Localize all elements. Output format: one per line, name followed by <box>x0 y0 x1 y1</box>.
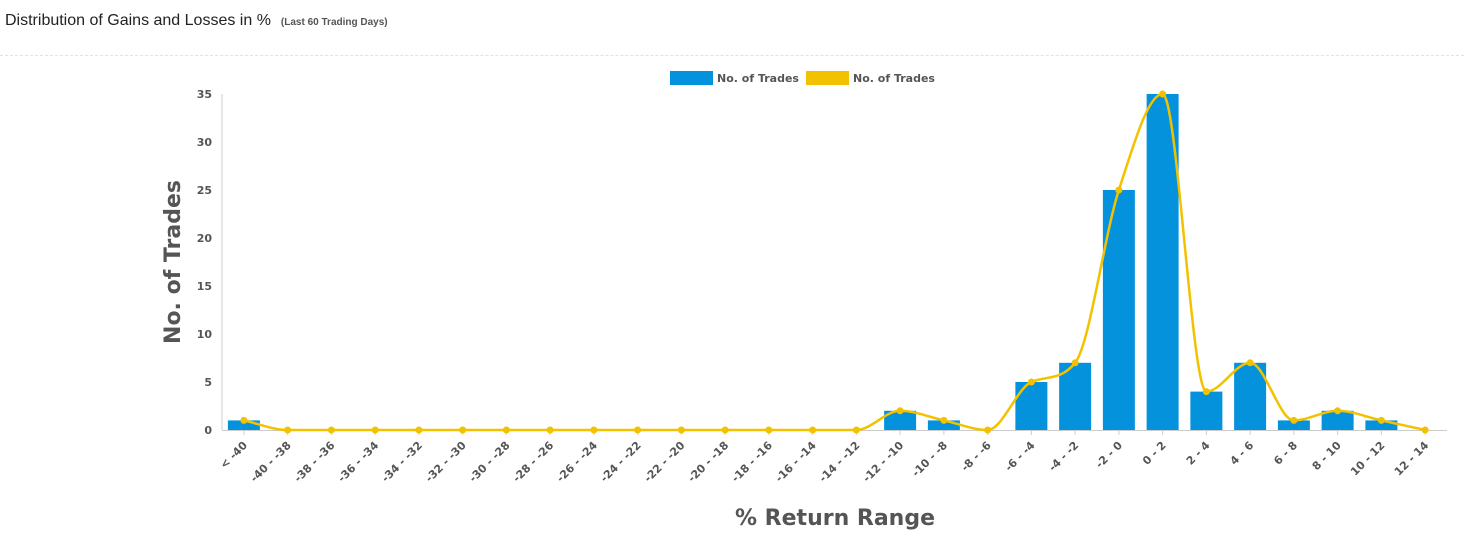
bar[interactable] <box>227 420 260 430</box>
line-series[interactable] <box>240 90 1429 434</box>
line-point[interactable] <box>852 426 860 434</box>
bar-series[interactable] <box>227 94 1398 430</box>
y-tick-label: 30 <box>197 136 213 149</box>
bar[interactable] <box>1234 362 1267 430</box>
x-tick-label: -16 - -14 <box>773 439 819 485</box>
x-tick-label: -12 - -10 <box>860 439 906 485</box>
bar[interactable] <box>927 420 960 430</box>
line-point[interactable] <box>721 426 729 434</box>
bar[interactable] <box>1059 362 1092 430</box>
legend-item[interactable]: No. of Trades <box>670 71 799 85</box>
line-point[interactable] <box>634 426 642 434</box>
line-point[interactable] <box>677 426 685 434</box>
line-point[interactable] <box>240 416 248 424</box>
x-tick-label: -14 - -12 <box>817 439 863 485</box>
y-tick-label: 20 <box>197 232 213 245</box>
line-point[interactable] <box>1159 90 1167 98</box>
legend-label: No. of Trades <box>717 72 799 85</box>
legend-label: No. of Trades <box>853 72 935 85</box>
legend-swatch <box>806 71 849 85</box>
x-tick-label: 12 - 14 <box>1392 439 1432 479</box>
line-point[interactable] <box>1027 378 1035 386</box>
line-point[interactable] <box>327 426 335 434</box>
x-tick-label: -24 - -22 <box>598 439 644 485</box>
y-tick-label: 25 <box>197 184 212 197</box>
x-tick-label: -26 - -24 <box>554 439 600 485</box>
x-tick-label: 10 - 12 <box>1348 439 1387 478</box>
x-tick-label: -34 - -32 <box>379 439 425 485</box>
x-tick-label: -2 - 0 <box>1093 439 1125 471</box>
y-tick-label: 10 <box>197 328 213 341</box>
line-point[interactable] <box>415 426 423 434</box>
y-tick-label: 15 <box>197 280 212 293</box>
x-tick-label: 2 - 4 <box>1184 439 1213 468</box>
header-divider <box>0 55 1464 56</box>
line-point[interactable] <box>1421 426 1429 434</box>
line-point[interactable] <box>1202 388 1210 396</box>
y-tick-label: 5 <box>204 376 212 389</box>
line-point[interactable] <box>371 426 379 434</box>
line-point[interactable] <box>765 426 773 434</box>
x-tick-label: -40 - -38 <box>248 439 294 485</box>
line-point[interactable] <box>1246 359 1254 367</box>
x-tick-label: -4 - -2 <box>1046 439 1081 474</box>
x-axis: < -40-40 - -38-38 - -36-36 - -34-34 - -3… <box>218 430 1447 485</box>
x-tick-label: 8 - 10 <box>1310 439 1344 473</box>
page-title: Distribution of Gains and Losses in % <box>5 12 271 29</box>
x-tick-label: -22 - -20 <box>642 439 688 485</box>
line-point[interactable] <box>1334 407 1342 415</box>
line-point[interactable] <box>590 426 598 434</box>
bar[interactable] <box>1365 420 1398 430</box>
x-tick-label: -32 - -30 <box>423 439 469 485</box>
x-tick-label: 4 - 6 <box>1228 439 1257 468</box>
line-point[interactable] <box>502 426 510 434</box>
legend-item[interactable]: No. of Trades <box>806 71 935 85</box>
x-axis-title: % Return Range <box>735 506 935 531</box>
bar[interactable] <box>884 410 917 430</box>
line-point[interactable] <box>1377 416 1385 424</box>
line-point[interactable] <box>1071 359 1079 367</box>
chart-header: Distribution of Gains and Losses in % (L… <box>5 12 388 34</box>
x-tick-label: 0 - 2 <box>1140 439 1169 468</box>
line-point[interactable] <box>809 426 817 434</box>
line-point[interactable] <box>984 426 992 434</box>
line-point[interactable] <box>940 416 948 424</box>
y-axis: 0 5 10 15 20 25 30 35 <box>197 88 223 437</box>
line-point[interactable] <box>1115 186 1123 194</box>
line-point[interactable] <box>1290 416 1298 424</box>
page-subtitle: (Last 60 Trading Days) <box>280 17 388 28</box>
y-axis-title: No. of Trades <box>161 180 186 344</box>
line-point[interactable] <box>546 426 554 434</box>
bar[interactable] <box>1190 391 1223 430</box>
x-tick-label: < -40 <box>218 439 251 472</box>
bar[interactable] <box>1102 190 1135 430</box>
x-tick-label: -20 - -18 <box>685 439 731 485</box>
x-tick-label: -30 - -28 <box>467 439 513 485</box>
x-tick-label: -28 - -26 <box>510 439 556 485</box>
x-tick-label: 6 - 8 <box>1271 439 1300 468</box>
x-tick-label: -36 - -34 <box>335 439 381 485</box>
bar[interactable] <box>1277 420 1310 430</box>
chart-legend[interactable]: No. of Trades No. of Trades <box>670 71 935 85</box>
bar[interactable] <box>1321 410 1354 430</box>
bar[interactable] <box>1015 382 1048 430</box>
line-point[interactable] <box>896 407 904 415</box>
legend-swatch <box>670 71 713 85</box>
x-tick-label: -38 - -36 <box>292 439 338 485</box>
x-tick-label: -6 - -4 <box>1002 439 1037 474</box>
line-point[interactable] <box>459 426 467 434</box>
x-tick-label: -10 - -8 <box>909 439 950 480</box>
y-tick-label: 0 <box>204 424 212 437</box>
y-tick-label: 35 <box>197 88 212 101</box>
line-point[interactable] <box>284 426 292 434</box>
x-tick-label: -8 - -6 <box>959 439 994 474</box>
x-tick-label: -18 - -16 <box>729 439 775 485</box>
bar[interactable] <box>1146 94 1179 430</box>
